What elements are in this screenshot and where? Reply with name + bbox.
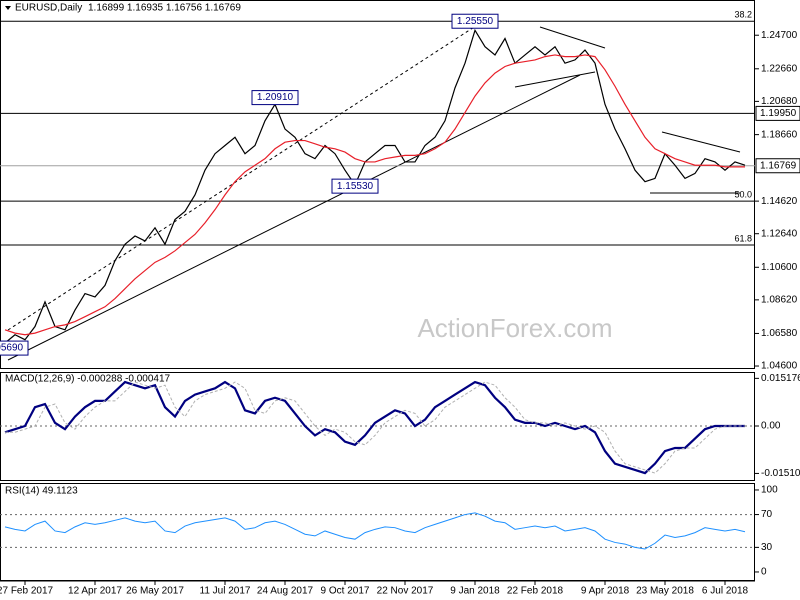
y-tick-label: 1.14620 xyxy=(761,196,798,207)
y-tick-label: 1.10600 xyxy=(761,262,798,273)
annotation: 1.15530 xyxy=(337,181,374,192)
x-tick-label: 9 Oct 2017 xyxy=(321,586,370,597)
fib-label: 50.0 xyxy=(734,189,752,199)
series-line xyxy=(5,381,745,474)
series-line xyxy=(4,28,746,344)
x-tick-label: 22 Nov 2017 xyxy=(377,586,434,597)
axis-label: 1.19950 xyxy=(760,108,797,119)
axis-label: 1.16769 xyxy=(760,160,797,171)
fib-label: 38.2 xyxy=(734,10,752,20)
y-tick-label: 1.20680 xyxy=(761,96,798,107)
x-tick-label: 6 Jul 2018 xyxy=(702,586,749,597)
annotation-box xyxy=(0,340,29,356)
trendline xyxy=(539,26,606,49)
annotation: 1.20910 xyxy=(257,92,294,103)
y-tick-label: 70 xyxy=(761,509,773,520)
y-tick-label: 1.12640 xyxy=(761,228,798,239)
y-tick-label: 100 xyxy=(761,485,778,496)
macd-title: MACD(12,26,9) -0.000288 -0.000417 xyxy=(5,374,171,385)
trendline xyxy=(7,19,486,331)
y-tick-label: 30 xyxy=(761,542,773,553)
x-tick-label: 9 Jan 2018 xyxy=(450,586,500,597)
y-tick-label: -0.015109 xyxy=(761,468,800,479)
y-tick-label: 1.18660 xyxy=(761,129,798,140)
y-tick-label: 1.22660 xyxy=(761,63,798,74)
menu-arrow xyxy=(5,6,11,10)
annotation-box xyxy=(451,13,499,29)
annotation-box xyxy=(331,178,379,194)
x-tick-label: 22 Feb 2018 xyxy=(507,586,564,597)
rsi-title: RSI(14) 49.1123 xyxy=(5,486,78,497)
axis-label-box xyxy=(755,105,800,121)
trendline xyxy=(514,71,596,88)
annotation: 1.25550 xyxy=(457,16,494,27)
trendlines xyxy=(7,19,741,361)
series-line xyxy=(4,54,745,336)
x-tick-label: 9 Apr 2018 xyxy=(581,586,630,597)
y-tick-label: 0 xyxy=(761,567,767,578)
trendline xyxy=(7,74,581,361)
axis-label-box xyxy=(755,158,800,174)
panel-frame xyxy=(0,0,755,369)
y-tick-label: 0.00 xyxy=(761,421,781,432)
y-tick-label: 1.04600 xyxy=(761,361,798,372)
chart-title: EURUSD,Daily xyxy=(15,3,82,14)
trendline xyxy=(661,131,741,153)
watermark: ActionForex.com xyxy=(417,313,612,343)
series-line xyxy=(4,512,746,550)
x-tick-label: 12 Apr 2017 xyxy=(68,586,122,597)
x-tick-label: 11 Jul 2017 xyxy=(200,586,251,597)
series-line xyxy=(4,380,745,475)
fib-label: 61.8 xyxy=(734,233,752,243)
y-tick-label: 0.015176 xyxy=(761,373,800,384)
annotation-box xyxy=(251,90,299,106)
x-tick-label: 27 Feb 2017 xyxy=(0,586,54,597)
x-tick-label: 23 May 2018 xyxy=(636,586,694,597)
x-tick-label: 26 May 2017 xyxy=(126,586,184,597)
ohlc-label: 1.16899 1.16935 1.16756 1.16769 xyxy=(88,3,241,14)
y-tick-label: 1.06580 xyxy=(761,328,798,339)
y-tick-label: 1.08620 xyxy=(761,295,798,306)
y-tick-label: 1.24700 xyxy=(761,30,798,41)
x-tick-label: 24 Aug 2017 xyxy=(257,586,314,597)
